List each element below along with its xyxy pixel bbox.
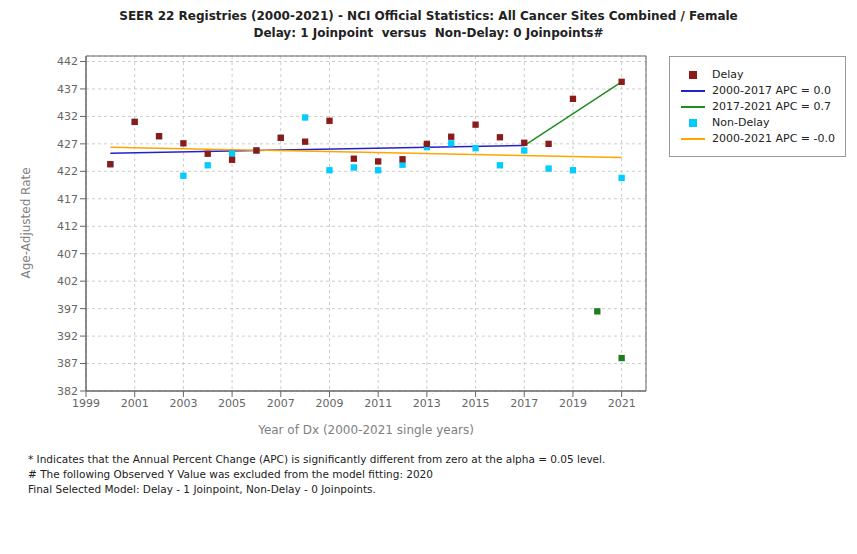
svg-text:382: 382 [57, 385, 78, 398]
svg-text:442: 442 [57, 55, 78, 68]
html-text:Delay: 1 Joinpoint versus Non-: Delay: 1 Joinpoint versus Non-Delay: 0 J… [253, 26, 604, 40]
svg-text:417: 417 [57, 193, 78, 206]
svg-text:392: 392 [57, 330, 78, 343]
svg-text:1999: 1999 [72, 397, 100, 410]
svg-text:2003: 2003 [169, 397, 197, 410]
svg-text:2021: 2021 [608, 397, 636, 410]
svg-text:387: 387 [57, 357, 78, 370]
html-text:Non-Delay: Non-Delay [712, 116, 770, 129]
html-text:2017-2021 APC = 0.7: 2017-2021 APC = 0.7 [712, 100, 831, 113]
svg-text:2001: 2001 [121, 397, 149, 410]
svg-text:2015: 2015 [462, 397, 490, 410]
html-text:SEER 22 Registries (2000-2021): SEER 22 Registries (2000-2021) - NCI Off… [119, 9, 738, 23]
svg-text:Age-Adjusted Rate: Age-Adjusted Rate [19, 167, 33, 278]
svg-text:437: 437 [57, 83, 78, 96]
svg-text:2005: 2005 [218, 397, 246, 410]
svg-text:2007: 2007 [267, 397, 295, 410]
svg-text:397: 397 [57, 303, 78, 316]
svg-text:2017: 2017 [510, 397, 538, 410]
html-text:Delay: Delay [712, 68, 744, 81]
svg-text:2011: 2011 [364, 397, 392, 410]
svg-text:407: 407 [57, 248, 78, 261]
svg-text:422: 422 [57, 165, 78, 178]
svg-text:432: 432 [57, 110, 78, 123]
svg-text:402: 402 [57, 275, 78, 288]
svg-text:2009: 2009 [315, 397, 343, 410]
svg-text:427: 427 [57, 138, 78, 151]
html-text:Final Selected Model: Delay -: Final Selected Model: Delay - 1 Joinpoin… [28, 483, 376, 495]
svg-text:Year of Dx (2000-2021 single y: Year of Dx (2000-2021 single years) [257, 423, 474, 437]
html-text:* Indicates that the Annual Pe: * Indicates that the Annual Percent Chan… [28, 453, 606, 465]
svg-text:2019: 2019 [559, 397, 587, 410]
html-text:# The following Observed Y Val: # The following Observed Y Value was exc… [28, 468, 433, 480]
svg-text:412: 412 [57, 220, 78, 233]
svg-text:2013: 2013 [413, 397, 441, 410]
html-text:2000-2017 APC = 0.0: 2000-2017 APC = 0.0 [712, 84, 831, 97]
html-text:2000-2021 APC = -0.0: 2000-2021 APC = -0.0 [712, 132, 835, 145]
